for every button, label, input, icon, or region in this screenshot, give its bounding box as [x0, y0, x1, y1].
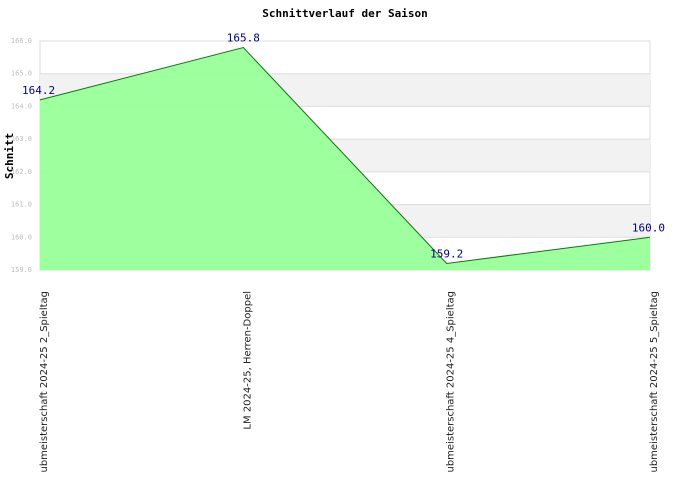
y-tick-label: 163.0: [11, 135, 32, 143]
x-tick-label: ubmeisterschaft 2024-25 4_Spieltag: [446, 291, 457, 473]
y-tick-label: 166.0: [11, 37, 32, 45]
y-axis-label: Schnitt: [3, 133, 16, 179]
y-tick-label: 159.0: [11, 266, 32, 274]
area: [40, 47, 650, 270]
y-tick-label: 164.0: [11, 102, 32, 110]
y-tick-label: 160.0: [11, 233, 32, 241]
line: [39, 46, 651, 264]
x-tick-label: ubmeisterschaft 2024-25 5_Spieltag: [649, 291, 660, 473]
x-tick-label: ubmeisterschaft 2024-25 2_Spieltag: [39, 291, 50, 473]
data-label: 164.2: [22, 84, 55, 97]
y-tick-label: 161.0: [11, 201, 32, 209]
y-tick-label: 165.0: [11, 70, 32, 78]
data-label: 160.0: [632, 221, 665, 234]
chart-title: Schnittverlauf der Saison: [262, 7, 428, 20]
x-tick-label: LM 2024-25, Herren-Doppel: [242, 291, 253, 430]
data-label: 165.8: [227, 32, 260, 45]
data-label: 159.2: [430, 247, 463, 260]
y-tick-label: 162.0: [11, 168, 32, 176]
